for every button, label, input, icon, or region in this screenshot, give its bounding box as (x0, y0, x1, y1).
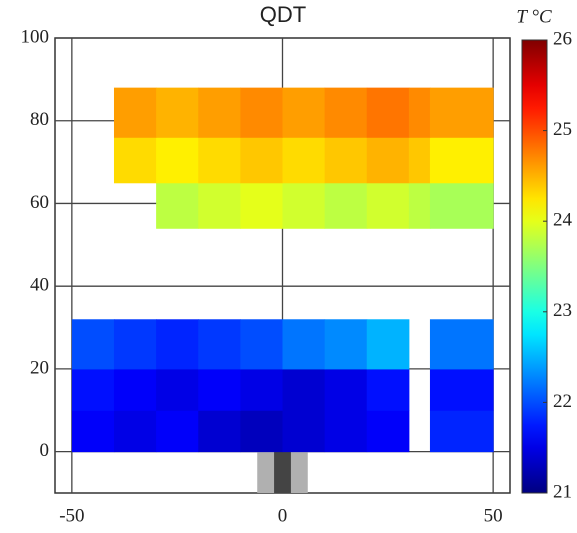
heat-cell (156, 137, 199, 184)
heat-cell (198, 410, 241, 453)
heat-cell (113, 137, 157, 184)
heat-cell (429, 319, 494, 370)
heat-cell (282, 137, 326, 184)
heat-cell (429, 182, 494, 229)
heat-cell (240, 368, 283, 411)
colorbar-tick-label: 22 (553, 391, 572, 412)
colorbar-tick-label: 24 (553, 210, 573, 231)
heat-cell (366, 368, 410, 411)
heat-cell (429, 410, 494, 453)
heat-cell (240, 137, 283, 184)
heat-cell (198, 87, 241, 138)
heat-cell (198, 368, 241, 411)
heat-cell (71, 368, 115, 411)
heat-cell (366, 319, 410, 370)
heat-cell (71, 410, 115, 453)
heat-cell (324, 182, 368, 229)
y-tick-label: 20 (30, 357, 49, 378)
heat-cell (198, 137, 241, 184)
heat-cell (282, 368, 326, 411)
y-tick-label: 60 (30, 192, 49, 213)
heat-cell (324, 368, 368, 411)
heat-cell (366, 137, 410, 184)
heat-cell (366, 410, 410, 453)
heat-cell (156, 410, 199, 453)
heat-cell (324, 410, 368, 453)
x-tick-label: -50 (59, 505, 84, 526)
heat-cell (113, 319, 157, 370)
colorbar-tick-label: 25 (553, 119, 572, 140)
device-core (274, 451, 291, 493)
heat-cell (156, 319, 199, 370)
heat-cell (324, 87, 368, 138)
colorbar-tick-label: 26 (553, 28, 572, 49)
heat-cell (408, 137, 431, 184)
heat-cell (156, 182, 199, 229)
chart-title: QDT (260, 2, 306, 27)
heat-cell (71, 319, 115, 370)
heat-cell (113, 87, 157, 138)
heat-cell (324, 137, 368, 184)
heat-cell (282, 87, 326, 138)
heat-cell (429, 87, 494, 138)
heat-cell (156, 368, 199, 411)
heat-cell (113, 410, 157, 453)
heat-cell (156, 87, 199, 138)
y-tick-label: 0 (40, 440, 50, 461)
heat-cell (282, 319, 326, 370)
x-tick-label: 0 (278, 505, 288, 526)
colorbar-tick-label: 21 (553, 481, 572, 502)
heat-cell (366, 182, 410, 229)
y-tick-label: 80 (30, 109, 49, 130)
heat-cell (240, 410, 283, 453)
heat-cell (429, 137, 494, 184)
heat-cell (240, 182, 283, 229)
heat-cell (198, 182, 241, 229)
x-tick-label: 50 (484, 505, 503, 526)
heat-cell (282, 410, 326, 453)
heat-cell (240, 319, 283, 370)
heat-cell (240, 87, 283, 138)
heat-cell (366, 87, 410, 138)
heat-cell (429, 368, 494, 411)
y-tick-label: 100 (21, 26, 50, 47)
colorbar-label: T °C (516, 6, 552, 27)
heat-cell (282, 182, 326, 229)
heat-cell (113, 368, 157, 411)
heat-cell (198, 319, 241, 370)
heat-cell (408, 182, 431, 229)
heat-cell (324, 319, 368, 370)
heat-cell (408, 87, 431, 138)
y-tick-label: 40 (30, 275, 49, 296)
colorbar (521, 39, 548, 494)
colorbar-tick-label: 23 (553, 300, 572, 321)
